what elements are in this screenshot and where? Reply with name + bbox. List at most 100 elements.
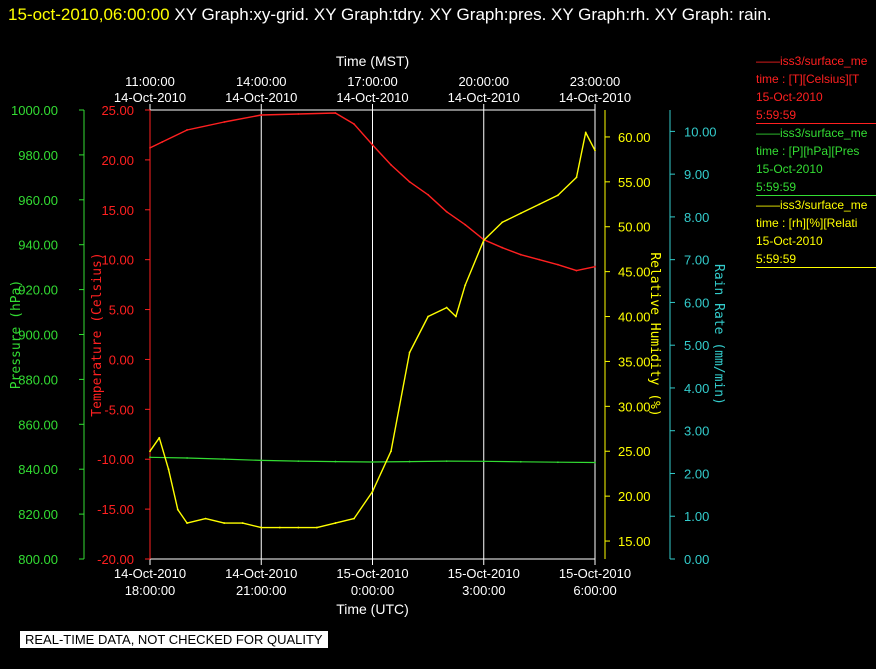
x-tick-label-time: 3:00:00 — [462, 583, 505, 598]
y-tick-label-rh: 15.00 — [618, 534, 651, 549]
data-point-pres — [149, 456, 151, 459]
y-tick-label-pres: 880.00 — [18, 372, 58, 387]
data-point-pres — [408, 460, 411, 463]
data-point-temp — [334, 112, 337, 114]
data-point-temp — [149, 147, 151, 149]
data-point-rh — [315, 526, 318, 529]
x-tick-label-date: 15-Oct-2010 — [559, 566, 631, 581]
y-tick-label-rain: 1.00 — [684, 509, 709, 524]
legend-temp-line3: 15-Oct-2010 — [756, 90, 823, 104]
y-tick-label-pres: 840.00 — [18, 462, 58, 477]
y-tick-label-pres: 960.00 — [18, 193, 58, 208]
y-axis-title-temp: Temperature (Celsius) — [90, 252, 105, 416]
x-tick-label-date: 15-Oct-2010 — [336, 566, 408, 581]
legend-rh-line4: 5:59:59 — [756, 252, 797, 266]
y-tick-label-rain: 2.00 — [684, 466, 709, 481]
data-point-temp — [390, 163, 392, 166]
data-point-rh — [519, 212, 522, 215]
data-point-rh — [464, 284, 467, 287]
title-text: XY Graph:xy-grid. XY Graph:tdry. XY Grap… — [174, 5, 772, 24]
data-point-rh — [557, 194, 559, 197]
data-point-pres — [260, 459, 263, 462]
top-axis-label: Time (MST) — [336, 53, 409, 69]
legend-pres-line1: ——iss3/surface_me — [756, 126, 868, 140]
top-tick-label-time: 14:00:00 — [236, 74, 287, 89]
data-point-pres — [594, 461, 596, 464]
data-point-pres — [371, 461, 374, 463]
y-tick-label-rain: 10.00 — [684, 124, 717, 139]
data-point-rh — [204, 517, 207, 520]
x-tick-label-date: 14-Oct-2010 — [114, 566, 186, 581]
y-tick-label-pres: 900.00 — [18, 328, 58, 343]
y-tick-label-rh: 20.00 — [618, 489, 651, 504]
data-point-temp — [353, 123, 355, 125]
data-point-temp — [408, 180, 411, 183]
top-tick-label-time: 20:00:00 — [458, 74, 509, 89]
y-tick-label-temp: 15.00 — [101, 203, 134, 218]
y-tick-label-temp: -5.00 — [104, 402, 134, 417]
data-point-temp — [594, 265, 596, 268]
data-point-rh — [427, 315, 430, 318]
legend-pres-line2: time : [P][hPa][Pres — [756, 144, 860, 158]
data-point-temp — [161, 141, 164, 143]
data-point-rh — [297, 526, 300, 529]
qc-warning-label: REAL-TIME DATA, NOT CHECKED FOR QUALITY — [20, 631, 328, 648]
data-point-temp — [575, 269, 578, 272]
y-tick-label-rain: 5.00 — [684, 338, 709, 353]
top-tick-label-date: 14-Oct-2010 — [559, 90, 631, 105]
y-tick-label-rh: 40.00 — [618, 310, 651, 325]
data-point-rh — [278, 526, 281, 529]
data-point-temp — [519, 253, 522, 256]
x-tick-label-time: 21:00:00 — [236, 583, 287, 598]
data-point-pres — [557, 461, 559, 464]
y-axis-title-rain: Rain Rate (mm/min) — [711, 264, 726, 405]
data-point-rh — [575, 176, 578, 179]
y-tick-label-pres: 820.00 — [18, 507, 58, 522]
data-point-pres — [186, 457, 188, 459]
data-point-rh — [594, 149, 596, 152]
data-point-rh — [353, 517, 355, 520]
y-tick-label-rain: 9.00 — [684, 167, 709, 182]
legend-entry-pressure[interactable]: ——iss3/surface_me time : [P][hPa][Pres 1… — [756, 124, 876, 196]
top-tick-label-date: 14-Oct-2010 — [336, 90, 408, 105]
y-tick-label-rain: 7.00 — [684, 253, 709, 268]
data-point-rh — [584, 131, 587, 134]
legend-entry-temperature[interactable]: ——iss3/surface_me time : [T][Celsius][T … — [756, 52, 876, 124]
data-point-rh — [260, 526, 263, 529]
y-tick-label-rh: 25.00 — [618, 444, 651, 459]
y-tick-label-rain: 8.00 — [684, 210, 709, 225]
legend-divider — [756, 267, 876, 268]
data-point-pres — [297, 460, 300, 463]
top-tick-label-time: 23:00:00 — [570, 74, 621, 89]
data-point-rh — [149, 450, 151, 453]
data-point-rh — [176, 508, 179, 511]
x-tick-label-time: 18:00:00 — [125, 583, 176, 598]
y-tick-label-rain: 3.00 — [684, 424, 709, 439]
data-point-temp — [445, 210, 448, 213]
top-tick-label-date: 14-Oct-2010 — [114, 90, 186, 105]
data-point-pres — [223, 458, 226, 460]
data-point-temp — [371, 144, 374, 146]
legend-rh-line1: ——iss3/surface_me — [756, 198, 868, 212]
y-tick-label-temp: 5.00 — [109, 303, 134, 318]
y-tick-label-rh: 60.00 — [618, 130, 651, 145]
y-tick-label-rh: 50.00 — [618, 220, 651, 235]
y-tick-label-pres: 920.00 — [18, 283, 58, 298]
data-point-rh — [186, 522, 188, 524]
y-tick-label-temp: 20.00 — [101, 153, 134, 168]
legend-temp-line1: ——iss3/surface_me — [756, 54, 868, 68]
x-tick-label-time: 6:00:00 — [573, 583, 616, 598]
data-point-pres — [334, 460, 337, 463]
y-axis-title-rh: Relative Humidity (%) — [647, 252, 662, 416]
data-point-rh — [241, 522, 244, 524]
data-point-temp — [427, 193, 430, 196]
data-point-pres — [519, 460, 522, 463]
y-tick-label-rain: 0.00 — [684, 552, 709, 567]
data-point-rh — [445, 306, 448, 309]
top-tick-label-date: 14-Oct-2010 — [225, 90, 297, 105]
data-point-rh — [482, 239, 485, 242]
legend-entry-humidity[interactable]: ——iss3/surface_me time : [rh][%][Relati … — [756, 196, 876, 268]
title-timestamp: 15-oct-2010,06:00:00 — [8, 5, 170, 24]
x-axis-label: Time (UTC) — [336, 601, 409, 617]
legend-divider — [756, 195, 876, 196]
